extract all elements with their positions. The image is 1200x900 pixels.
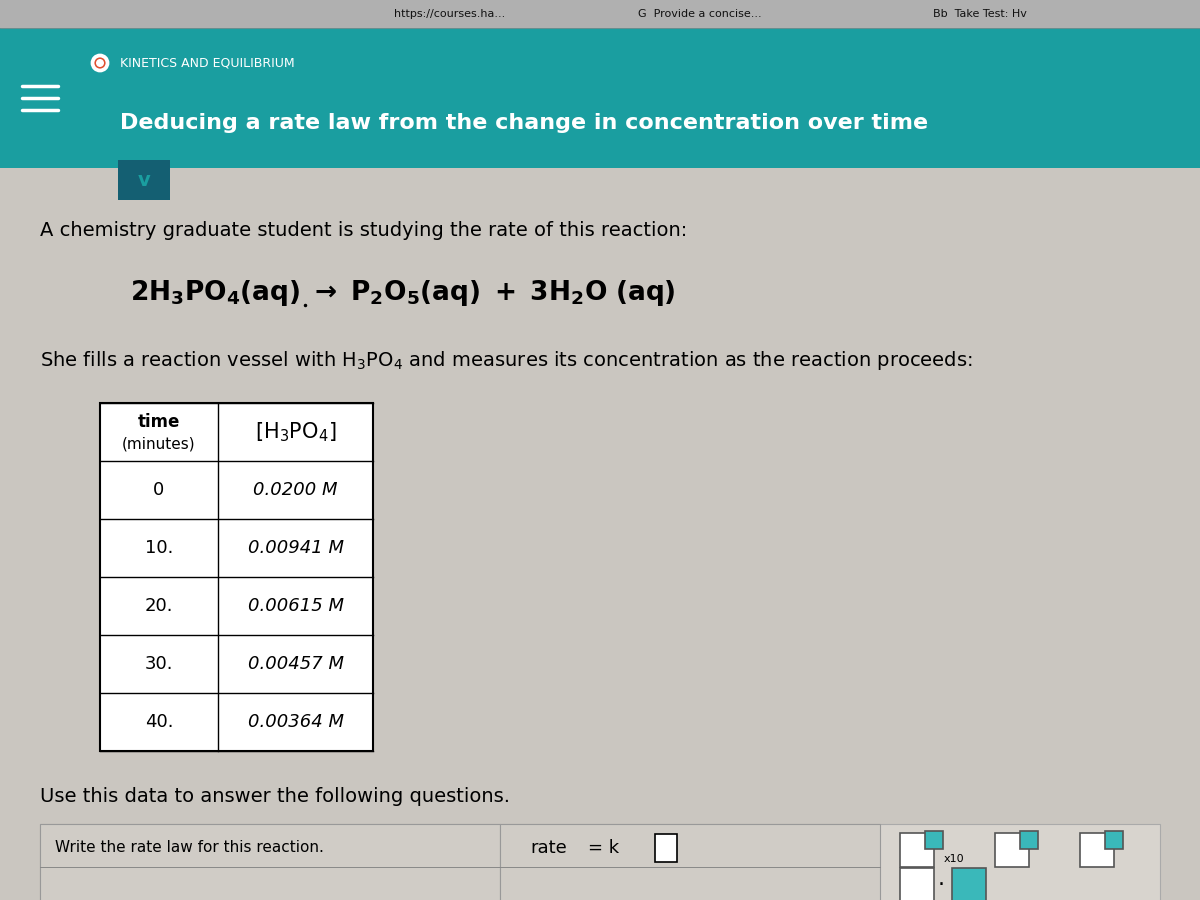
Text: 0: 0 [154, 481, 164, 499]
Text: G  Provide a concise...: G Provide a concise... [638, 9, 762, 19]
Bar [40, 824, 1160, 900]
Text: 0.00615 M: 0.00615 M [247, 597, 343, 615]
Text: 30.: 30. [145, 655, 173, 673]
Bar [925, 831, 943, 849]
Circle shape [96, 59, 104, 67]
Text: Deducing a rate law from the change in concentration over time: Deducing a rate law from the change in c… [120, 113, 928, 133]
Bar [100, 403, 373, 751]
Bar [0, 28, 1200, 168]
Text: ·: · [938, 875, 946, 896]
Text: 0.00364 M: 0.00364 M [247, 713, 343, 731]
Text: https://courses.ha...: https://courses.ha... [395, 9, 505, 19]
Text: Write the rate law for this reaction.: Write the rate law for this reaction. [55, 841, 324, 855]
Circle shape [94, 56, 107, 70]
Text: x10: x10 [944, 854, 965, 865]
Text: 0.0200 M: 0.0200 M [253, 481, 337, 499]
Text: (minutes): (minutes) [122, 436, 196, 452]
Bar [900, 868, 934, 900]
Bar [40, 824, 500, 900]
Bar [0, 0, 1200, 28]
Text: = k: = k [588, 839, 619, 857]
Text: $\mathbf{2H_3PO_4(aq)\ \rightarrow\ P_2O_5(aq)\ +\ 3H_2O\ (aq)}$: $\mathbf{2H_3PO_4(aq)\ \rightarrow\ P_2O… [130, 278, 676, 308]
Text: A chemistry graduate student is studying the rate of this reaction:: A chemistry graduate student is studying… [40, 220, 688, 239]
Text: She fills a reaction vessel with $\mathrm{H_3PO_4}$ and measures its concentrati: She fills a reaction vessel with $\mathr… [40, 348, 973, 372]
Bar [900, 832, 934, 867]
Bar [1080, 832, 1114, 867]
Bar [0, 168, 1200, 900]
Text: KINETICS AND EQUILIBRIUM: KINETICS AND EQUILIBRIUM [120, 57, 295, 69]
Text: Bb  Take Test: Hv: Bb Take Test: Hv [934, 9, 1027, 19]
Text: 20.: 20. [145, 597, 173, 615]
Bar [995, 832, 1030, 867]
Bar [1105, 831, 1123, 849]
Text: time: time [138, 413, 180, 431]
Bar [655, 833, 677, 862]
Text: 0.00941 M: 0.00941 M [247, 539, 343, 557]
Text: 0.00457 M: 0.00457 M [247, 655, 343, 673]
Text: $\left[\mathrm{H_3PO_4}\right]$: $\left[\mathrm{H_3PO_4}\right]$ [254, 420, 336, 444]
Text: 40.: 40. [145, 713, 173, 731]
Bar [952, 868, 986, 900]
Bar [500, 824, 880, 900]
Text: rate: rate [530, 839, 566, 857]
Text: v: v [138, 170, 150, 190]
Bar [1020, 831, 1038, 849]
Text: 10.: 10. [145, 539, 173, 557]
Text: Use this data to answer the following questions.: Use this data to answer the following qu… [40, 787, 510, 806]
Bar [118, 160, 170, 200]
